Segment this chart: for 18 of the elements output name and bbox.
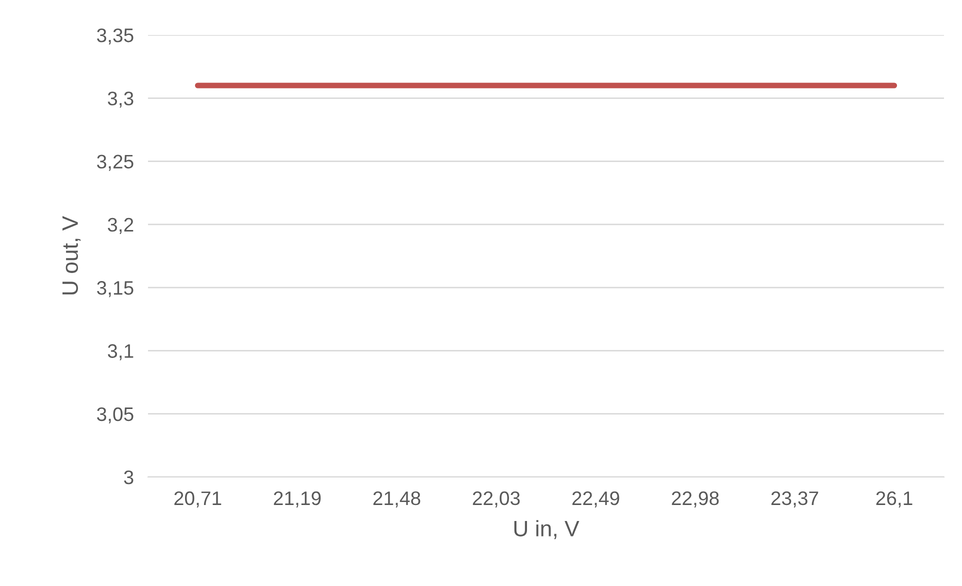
y-tick-label: 3,15	[97, 281, 134, 298]
y-tick-label: 3	[124, 470, 134, 484]
y-tick-label: 3,35	[97, 28, 134, 45]
x-tick-label: 26,1	[876, 491, 912, 508]
y-tick-label: 3,2	[108, 218, 134, 234]
x-tick-label: 23,37	[771, 491, 818, 508]
y-tick-label: 3,25	[97, 154, 134, 171]
y-axis-title: U out, V	[62, 216, 81, 294]
x-axis-title: U in, V	[514, 520, 580, 540]
y-tick-label: 3,1	[108, 344, 134, 360]
x-tick-label: 22,03	[472, 491, 520, 508]
x-tick-label: 22,49	[572, 491, 620, 508]
y-tick-label: 3,3	[108, 92, 134, 108]
x-tick-label: 21,19	[274, 491, 321, 508]
y-tick-label: 3,05	[97, 407, 134, 424]
x-tick-label: 21,48	[373, 491, 420, 508]
x-tick-label: 22,98	[672, 491, 719, 508]
x-tick-label: 20,71	[174, 491, 222, 508]
